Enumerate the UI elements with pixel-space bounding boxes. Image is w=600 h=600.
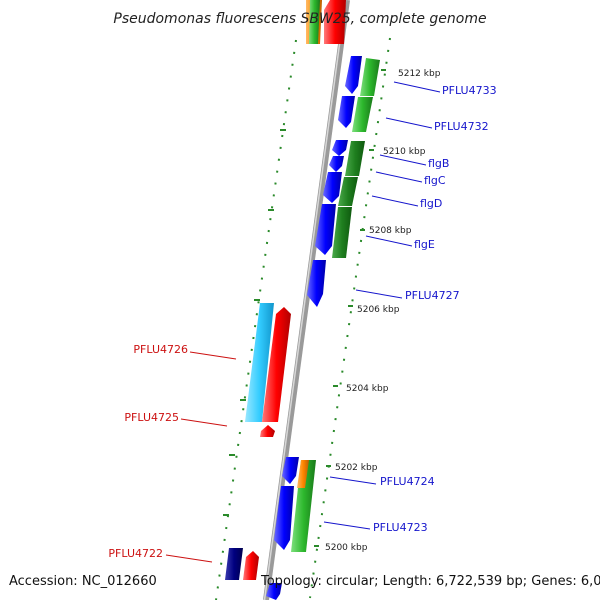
cyan-gene xyxy=(245,303,274,422)
gene-label-PFLU4725[interactable]: PFLU4725 xyxy=(124,411,179,424)
gene-arrow-PFLU4725[interactable] xyxy=(260,425,275,437)
cds-flg-lower xyxy=(332,207,352,258)
gene-label-PFLU4726[interactable]: PFLU4726 xyxy=(133,343,188,356)
gene-arrow-flgC[interactable] xyxy=(329,156,344,172)
reverse-genes xyxy=(225,303,291,580)
gene-label-flgE[interactable]: flgE xyxy=(414,238,435,251)
gene-arrow-PFLU4722[interactable] xyxy=(243,551,259,580)
gene-arrow-PFLU4724[interactable] xyxy=(282,457,299,484)
gene-arrow-bottom-partial xyxy=(266,583,282,600)
gene-arrow-flgB[interactable] xyxy=(332,140,348,156)
cds-flg-middle xyxy=(338,177,358,206)
tick-label: 5212 kbp xyxy=(398,69,441,79)
topology-text: Topology: circular; Length: 6,722,539 bp… xyxy=(261,574,600,589)
label-leaders xyxy=(165,81,441,563)
red-gene-top xyxy=(324,0,346,44)
tick-label: 5210 kbp xyxy=(383,147,426,157)
scale-labels: 5212 kbp 5210 kbp 5208 kbp 5206 kbp 5204… xyxy=(325,69,441,553)
gene-label-PFLU4733[interactable]: PFLU4733 xyxy=(442,84,497,97)
gene-label-flgB[interactable]: flgB xyxy=(428,157,449,170)
gene-arrow-flgD[interactable] xyxy=(323,172,342,203)
gene-label-PFLU4724[interactable]: PFLU4724 xyxy=(380,475,435,488)
gene-label-PFLU4722[interactable]: PFLU4722 xyxy=(108,547,163,560)
tick-label: 5202 kbp xyxy=(335,463,378,473)
cds-PFLU4723 xyxy=(291,460,316,552)
tick-label: 5206 kbp xyxy=(357,305,400,315)
genome-backbone-highlight xyxy=(263,0,347,600)
map-title: Pseudomonas fluorescens SBW25, complete … xyxy=(113,11,486,27)
reverse-gene-labels: PFLU4726 PFLU4725 PFLU4722 xyxy=(108,343,188,560)
accession-text: Accession: NC_012660 xyxy=(9,574,157,589)
gene-label-PFLU4732[interactable]: PFLU4732 xyxy=(434,120,489,133)
tick-label: 5208 kbp xyxy=(369,226,412,236)
gene-arrow-PFLU4732[interactable] xyxy=(338,96,355,128)
cds-PFLU4732 xyxy=(352,97,373,132)
gene-arrow-PFLU4733[interactable] xyxy=(345,56,362,94)
cds-PFLU4733 xyxy=(360,58,380,96)
gene-arrow-PFLU4723[interactable] xyxy=(274,486,294,550)
gene-label-flgC[interactable]: flgC xyxy=(424,174,446,187)
gene-label-PFLU4727[interactable]: PFLU4727 xyxy=(405,289,460,302)
gene-arrow-PFLU4726[interactable] xyxy=(262,307,291,422)
green-gene xyxy=(309,0,320,44)
navy-gene xyxy=(225,548,243,580)
tick-label: 5200 kbp xyxy=(325,543,368,553)
forward-gene-labels: PFLU4733 PFLU4732 flgB flgC flgD flgE PF… xyxy=(373,84,497,534)
top-partial-genes xyxy=(306,0,346,44)
gene-label-PFLU4723[interactable]: PFLU4723 xyxy=(373,521,428,534)
gene-label-flgD[interactable]: flgD xyxy=(420,197,442,210)
guide-ticks xyxy=(223,69,386,547)
forward-genes xyxy=(266,56,362,600)
tick-label: 5204 kbp xyxy=(346,384,389,394)
cds-features xyxy=(291,58,380,552)
orange-feature xyxy=(297,460,309,488)
cds-flg-upper xyxy=(345,141,365,176)
gene-arrow-PFLU4727[interactable] xyxy=(307,260,326,307)
gene-arrow-flgE[interactable] xyxy=(315,204,336,255)
